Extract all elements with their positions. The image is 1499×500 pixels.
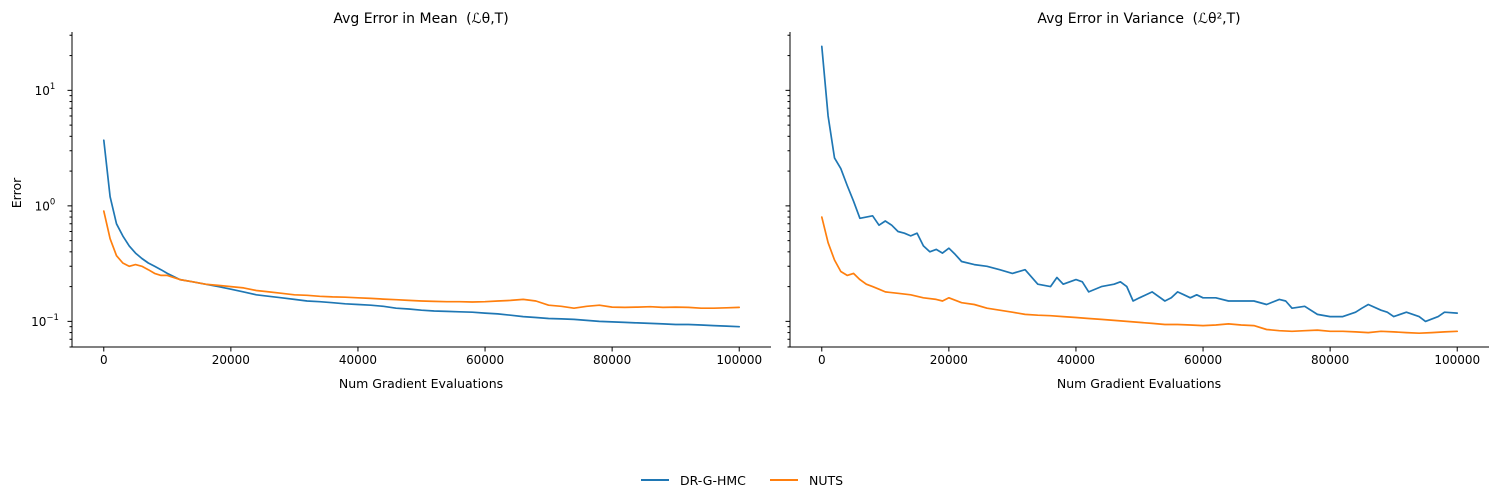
panel-mean-error: Avg Error in Mean (ℒθ,T) Num Gradient Ev…: [9, 11, 771, 391]
x-axis-label-variance: Num Gradient Evaluations: [1057, 376, 1221, 391]
x-tick-label: 80000: [1311, 353, 1349, 367]
legend-label-nuts: NUTS: [809, 473, 843, 488]
x-tick-label: 20000: [212, 353, 250, 367]
y-tick-label: 10−1: [31, 313, 59, 329]
series-line-nuts: [102, 210, 741, 310]
title-math-mean: (ℒθ,T): [466, 11, 509, 27]
axes-variance: 0 20000 40000 60000 80000 100000: [785, 32, 1489, 367]
x-tick-label: 0: [818, 353, 826, 367]
plot-area-variance: [820, 45, 1459, 335]
y-axis-label: Error: [9, 177, 24, 208]
series-line-dr-g-hmc: [820, 45, 1459, 323]
x-tick-label: 0: [100, 353, 108, 367]
panel-variance-error: Avg Error in Variance (ℒθ²,T) Num Gradie…: [785, 11, 1489, 391]
x-tick-label: 60000: [1184, 353, 1222, 367]
x-tick-label: 80000: [593, 353, 631, 367]
x-tick-label: 20000: [930, 353, 968, 367]
series-line-dr-g-hmc: [102, 139, 741, 328]
series-line-nuts: [820, 216, 1459, 335]
legend-label-dr-g-hmc: DR-G-HMC: [680, 473, 746, 488]
chart-title-mean: Avg Error in Mean (ℒθ,T): [333, 11, 508, 27]
plot-area-mean: [102, 139, 741, 328]
y-tick-label: 100: [35, 197, 56, 213]
x-tick-label: 40000: [1057, 353, 1095, 367]
title-math-variance: (ℒθ²,T): [1192, 11, 1240, 27]
axes-mean: 0 20000 40000 60000 80000 100000 10−1 100 101: [31, 32, 771, 367]
legend: DR-G-HMC NUTS: [641, 473, 843, 488]
x-tick-label: 60000: [466, 353, 504, 367]
x-axis-label-mean: Num Gradient Evaluations: [339, 376, 503, 391]
y-tick-label: 101: [35, 82, 56, 98]
x-tick-label: 100000: [716, 353, 762, 367]
x-tick-label: 40000: [339, 353, 377, 367]
chart-title-variance: Avg Error in Variance (ℒθ²,T): [1037, 11, 1240, 27]
x-tick-label: 100000: [1434, 353, 1480, 367]
